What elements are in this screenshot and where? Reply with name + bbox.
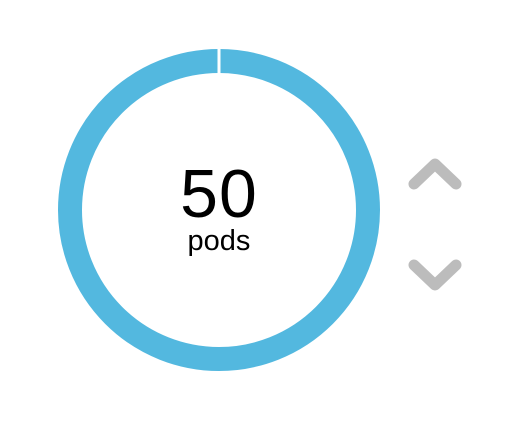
chevron-down-icon (408, 259, 462, 291)
chevron-up-icon (408, 158, 462, 190)
pod-count-value: 50 (180, 155, 258, 232)
pod-count-display: 50 pods (58, 49, 380, 371)
increment-pods-button[interactable] (406, 156, 464, 194)
decrement-pods-button[interactable] (406, 255, 464, 293)
pod-count-unit: pods (187, 224, 251, 257)
pod-count-ring (58, 49, 380, 371)
